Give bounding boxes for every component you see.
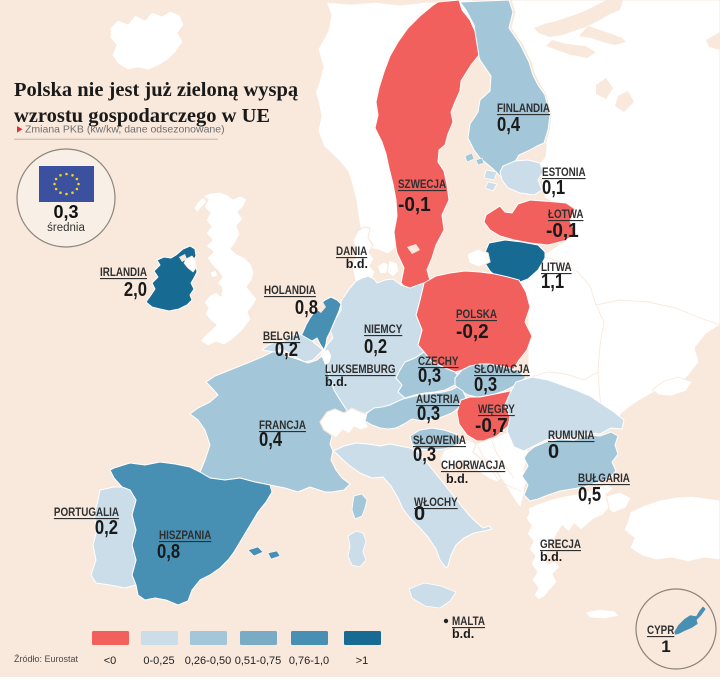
- svg-text:0,3: 0,3: [474, 374, 497, 396]
- svg-text:Zmiana PKB (kw/kw, dane odsezo: Zmiana PKB (kw/kw, dane odsezonowane): [25, 124, 225, 136]
- svg-text:FRANCJA: FRANCJA: [259, 418, 306, 432]
- svg-text:-0,1: -0,1: [398, 194, 431, 216]
- svg-text:b.d.: b.d.: [346, 257, 368, 271]
- svg-text:0,51-0,75: 0,51-0,75: [235, 655, 281, 667]
- svg-text:ESTONIA: ESTONIA: [542, 165, 586, 179]
- svg-text:SŁOWACJA: SŁOWACJA: [474, 362, 530, 376]
- svg-text:-0,2: -0,2: [456, 321, 489, 343]
- svg-text:0,8: 0,8: [157, 541, 180, 563]
- svg-text:RUMUNIA: RUMUNIA: [548, 428, 595, 442]
- svg-text:SŁOWENIA: SŁOWENIA: [413, 433, 466, 447]
- svg-text:0-0,25: 0-0,25: [143, 655, 174, 667]
- svg-text:0: 0: [548, 441, 559, 463]
- svg-text:b.d.: b.d.: [540, 550, 562, 564]
- svg-text:0,76-1,0: 0,76-1,0: [289, 655, 329, 667]
- svg-text:0,2: 0,2: [275, 339, 298, 361]
- svg-text:WŁOCHY: WŁOCHY: [414, 495, 458, 509]
- svg-text:b.d.: b.d.: [452, 627, 474, 641]
- svg-text:IRLANDIA: IRLANDIA: [100, 265, 147, 279]
- svg-text:0,8: 0,8: [295, 297, 318, 319]
- svg-text:BELGIA: BELGIA: [263, 329, 300, 343]
- svg-text:0,4: 0,4: [497, 114, 521, 136]
- svg-text:HISZPANIA: HISZPANIA: [159, 528, 212, 542]
- svg-text:-0,1: -0,1: [546, 220, 579, 242]
- svg-text:0,3: 0,3: [53, 202, 78, 222]
- svg-text:DANIA: DANIA: [336, 244, 367, 258]
- svg-text:wzrostu gospodarczego w UE: wzrostu gospodarczego w UE: [14, 105, 270, 127]
- svg-text:POLSKA: POLSKA: [456, 307, 497, 321]
- svg-text:b.d.: b.d.: [446, 472, 468, 486]
- svg-text:<0: <0: [104, 655, 117, 667]
- svg-text:AUSTRIA: AUSTRIA: [416, 392, 460, 406]
- svg-text:CYPR: CYPR: [647, 623, 675, 637]
- svg-text:FINLANDIA: FINLANDIA: [497, 101, 550, 115]
- svg-text:SZWECJA: SZWECJA: [398, 177, 446, 191]
- svg-text:0: 0: [414, 503, 425, 525]
- svg-text:0,4: 0,4: [259, 429, 283, 451]
- svg-text:LUKSEMBURG: LUKSEMBURG: [325, 362, 396, 376]
- svg-text:0,2: 0,2: [364, 336, 387, 358]
- svg-text:NIEMCY: NIEMCY: [364, 322, 402, 336]
- svg-text:-0,7: -0,7: [475, 415, 508, 437]
- svg-text:PORTUGALIA: PORTUGALIA: [54, 505, 119, 519]
- svg-text:b.d.: b.d.: [325, 375, 347, 389]
- svg-text:MALTA: MALTA: [452, 614, 485, 628]
- svg-text:CHORWACJA: CHORWACJA: [441, 458, 506, 472]
- svg-text:0,2: 0,2: [95, 517, 118, 539]
- svg-text:GRECJA: GRECJA: [540, 537, 581, 551]
- svg-text:LITWA: LITWA: [541, 260, 572, 274]
- svg-text:1: 1: [661, 637, 670, 656]
- svg-text:Źródło: Eurostat: Źródło: Eurostat: [14, 654, 79, 664]
- svg-text:>1: >1: [356, 655, 369, 667]
- svg-text:1,1: 1,1: [541, 271, 564, 293]
- svg-text:0,3: 0,3: [418, 365, 441, 387]
- svg-text:0,1: 0,1: [542, 177, 565, 199]
- svg-text:ŁOTWA: ŁOTWA: [548, 207, 584, 221]
- svg-text:średnia: średnia: [47, 222, 85, 234]
- svg-text:BUŁGARIA: BUŁGARIA: [578, 471, 630, 485]
- svg-text:HOLANDIA: HOLANDIA: [264, 283, 316, 297]
- svg-text:0,26-0,50: 0,26-0,50: [185, 655, 231, 667]
- svg-text:2,0: 2,0: [124, 279, 147, 301]
- svg-text:Polska nie jest już zieloną wy: Polska nie jest już zieloną wyspą: [14, 79, 298, 101]
- svg-text:WĘGRY: WĘGRY: [478, 402, 515, 416]
- svg-text:0,3: 0,3: [413, 444, 436, 466]
- svg-text:0,5: 0,5: [578, 484, 601, 506]
- svg-text:CZECHY: CZECHY: [418, 354, 459, 368]
- svg-text:0,3: 0,3: [417, 403, 440, 425]
